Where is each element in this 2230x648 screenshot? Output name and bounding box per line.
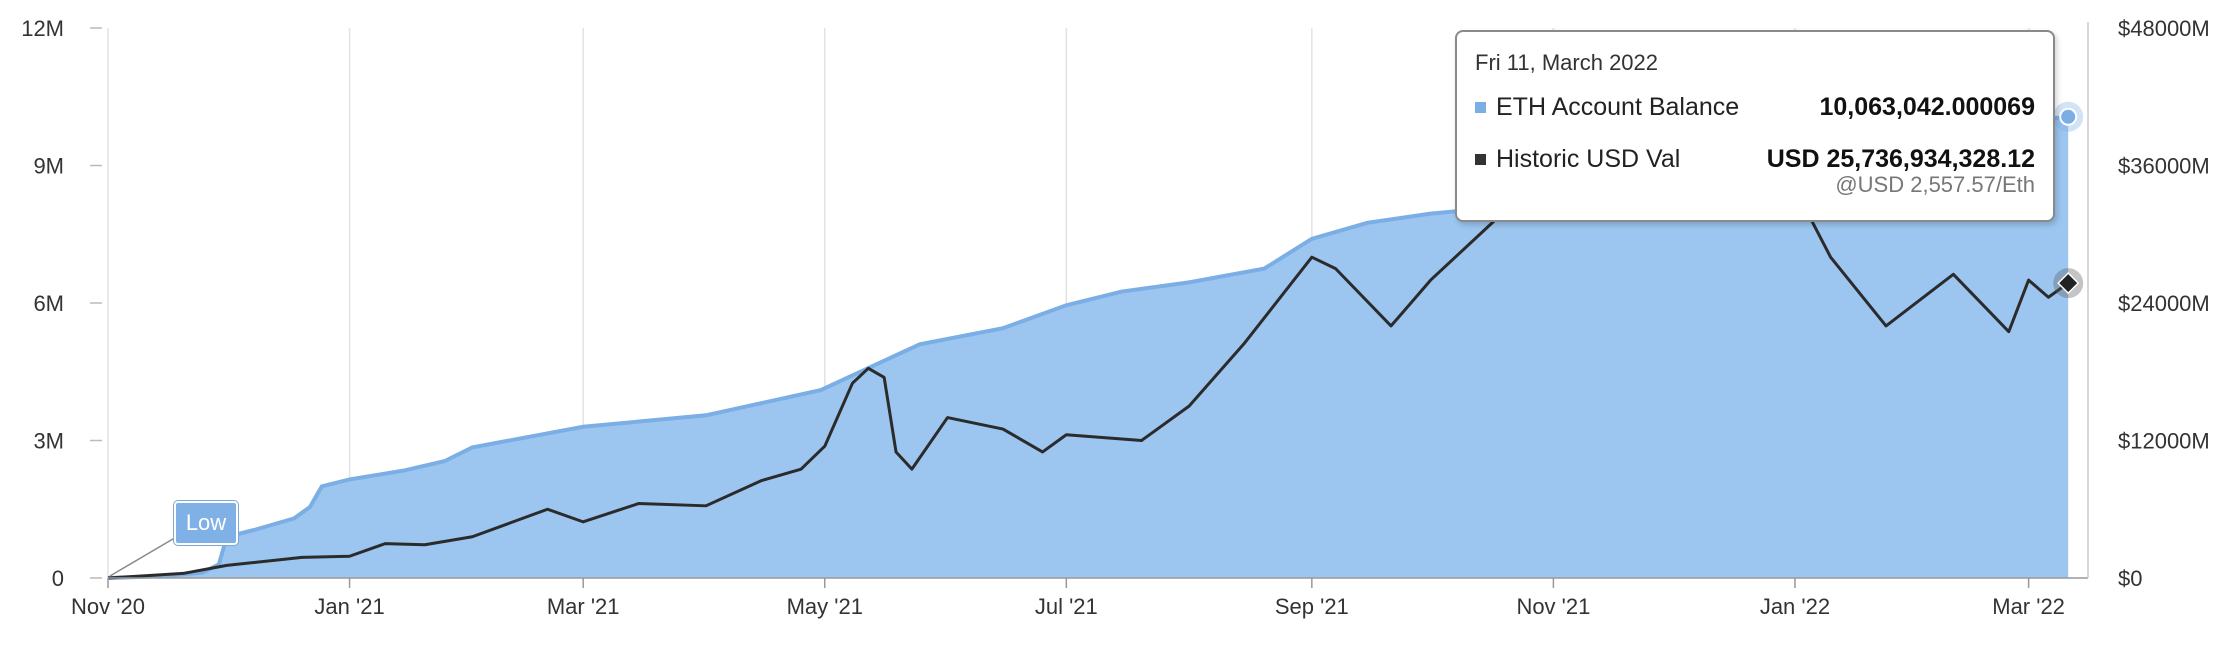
tooltip-usd-value: USD 25,736,934,328.12 (1766, 144, 2035, 173)
chart-tooltip: Fri 11, March 2022 ETH Account Balance 1… (1455, 30, 2055, 222)
x-tick-label-5: Sep '21 (1275, 594, 1349, 619)
y-left-tick-label-1: 3M (33, 429, 64, 454)
low-annotation-flag: Low (174, 501, 238, 545)
x-tick-label-8: Mar '22 (1992, 594, 2065, 619)
balance-swatch-icon (1475, 101, 1486, 113)
y-left-tick-label-4: 12M (21, 16, 64, 41)
x-tick-label-0: Nov '20 (71, 594, 145, 619)
tooltip-balance-name: ETH Account Balance (1496, 92, 1740, 121)
series-balance-area (108, 116, 2069, 578)
y-right-tick-label-1: $12000M (2118, 429, 2210, 454)
y-right-tick-label-4: $48000M (2118, 16, 2210, 41)
y-left-tick-label-0: 0 (52, 566, 64, 591)
low-annotation-connector (109, 535, 179, 577)
tooltip-row-balance: ETH Account Balance 10,063,042.000069 (1475, 90, 2035, 124)
y-right-tick-label-3: $36000M (2118, 154, 2210, 179)
usd-hover-marker (2057, 272, 2080, 295)
y-right-tick-label-2: $24000M (2118, 291, 2210, 316)
x-tick-label-3: May '21 (787, 594, 863, 619)
tooltip-usd-name: Historic USD Val (1496, 144, 1681, 173)
usd-swatch-icon (1475, 153, 1486, 165)
x-tick-label-6: Nov '21 (1516, 594, 1590, 619)
y-left-tick-label-2: 6M (33, 291, 64, 316)
x-tick-label-7: Jan '22 (1760, 594, 1830, 619)
y-right-tick-label-0: $0 (2118, 566, 2142, 591)
tooltip-date: Fri 11, March 2022 (1475, 50, 1659, 75)
low-annotation-label: Low (185, 510, 227, 535)
y-left-tick-label-3: 9M (33, 154, 64, 179)
x-tick-label-2: Mar '21 (547, 594, 620, 619)
balance-hover-marker (2059, 107, 2078, 126)
x-tick-label-4: Jul '21 (1035, 594, 1098, 619)
x-tick-label-1: Jan '21 (314, 594, 384, 619)
tooltip-usd-rate: @USD 2,557.57/Eth (1835, 172, 2035, 197)
tooltip-row-usd: Historic USD Val USD 25,736,934,328.12 (1475, 142, 2035, 176)
tooltip-balance-value: 10,063,042.000069 (1819, 92, 2036, 121)
